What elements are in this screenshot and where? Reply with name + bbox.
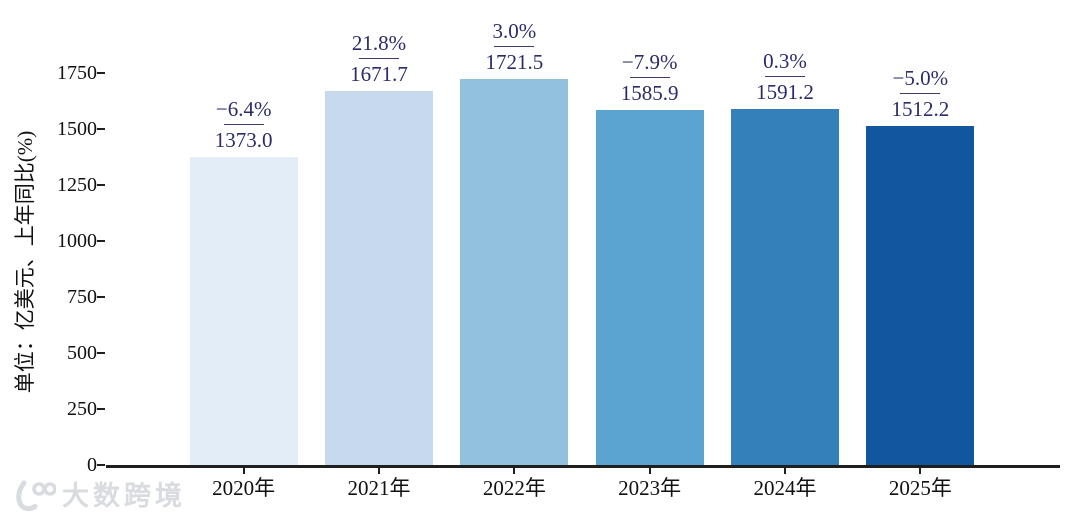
x-tick-label: 2021年 [347,476,411,500]
growth-rate-label: 3.0% [492,19,537,44]
y-tick-label: 500 [67,342,97,364]
bar-annotation: 21.8% 1671.7 [304,32,454,85]
x-tick-label: 2024年 [753,476,817,500]
y-tick-mark [97,183,105,186]
plot-area: −6.4% 1373.0 21.8% 1671.7 3.0% 1721.5 −7.9% 158… [106,0,1058,465]
value-label: 1671.7 [350,61,408,86]
bar-2022年 [460,79,569,465]
annotation-divider-line [359,57,399,59]
value-label: 1585.9 [620,80,679,105]
bar-2023年 [595,109,704,465]
y-tick-mark [97,351,105,354]
watermark-text: 大数跨境 [62,481,186,512]
y-tick-label: 1500 [57,118,97,140]
annotation-divider-line [629,76,670,78]
growth-rate-label: −6.4% [215,97,272,122]
y-tick-label: 250 [67,398,97,420]
x-tick-mark [242,467,245,474]
value-label: 1512.2 [891,97,950,122]
y-tick-mark [97,127,105,130]
growth-rate-label: −5.0% [892,66,949,91]
x-tick-mark [378,467,380,474]
bar-2025年 [866,126,975,465]
bar-annotation: 3.0% 1721.5 [439,20,589,73]
x-tick-label: 2020年 [212,476,276,500]
bar-annotation: −7.9% 1585.9 [575,51,725,104]
y-tick-mark [97,463,105,466]
value-label: 1591.2 [756,79,814,104]
y-tick-mark [97,71,105,74]
x-tick-mark [784,467,786,474]
watermark: 大数跨境 [10,479,186,515]
y-tick-label: 0 [87,454,97,476]
x-tick-label: 2025年 [888,476,952,500]
growth-rate-label: −7.9% [621,49,678,74]
annotation-divider-line [765,75,805,77]
annotation-divider-line [223,124,264,126]
x-tick-mark [919,467,922,474]
x-axis-line [106,465,1060,468]
y-tick-label: 1000 [57,230,97,252]
y-tick-label: 1250 [57,174,97,196]
bar-annotation: −5.0% 1512.2 [845,67,995,120]
y-tick-mark [97,407,105,410]
bar-2024年 [731,108,839,465]
x-tick-label: 2023年 [618,476,682,500]
x-tick-mark [513,467,516,474]
annotation-divider-line [900,93,941,95]
bar-annotation: −6.4% 1373.0 [169,98,319,151]
annotation-divider-line [494,46,535,48]
value-label: 1373.0 [214,128,273,153]
growth-rate-label: 0.3% [763,48,807,73]
y-tick-label: 1750 [57,62,97,84]
x-tick-mark [648,467,651,474]
growth-rate-label: 21.8% [351,30,407,55]
watermark-logo-icon [16,480,56,512]
bar-2021年 [325,90,433,465]
bar-2020年 [189,157,298,465]
bar-annotation: 0.3% 1591.2 [710,50,860,103]
x-tick-label: 2022年 [482,476,546,500]
value-label: 1721.5 [485,50,544,75]
y-tick-mark [97,295,105,298]
y-tick-mark [97,239,105,242]
y-tick-label: 750 [67,286,97,308]
